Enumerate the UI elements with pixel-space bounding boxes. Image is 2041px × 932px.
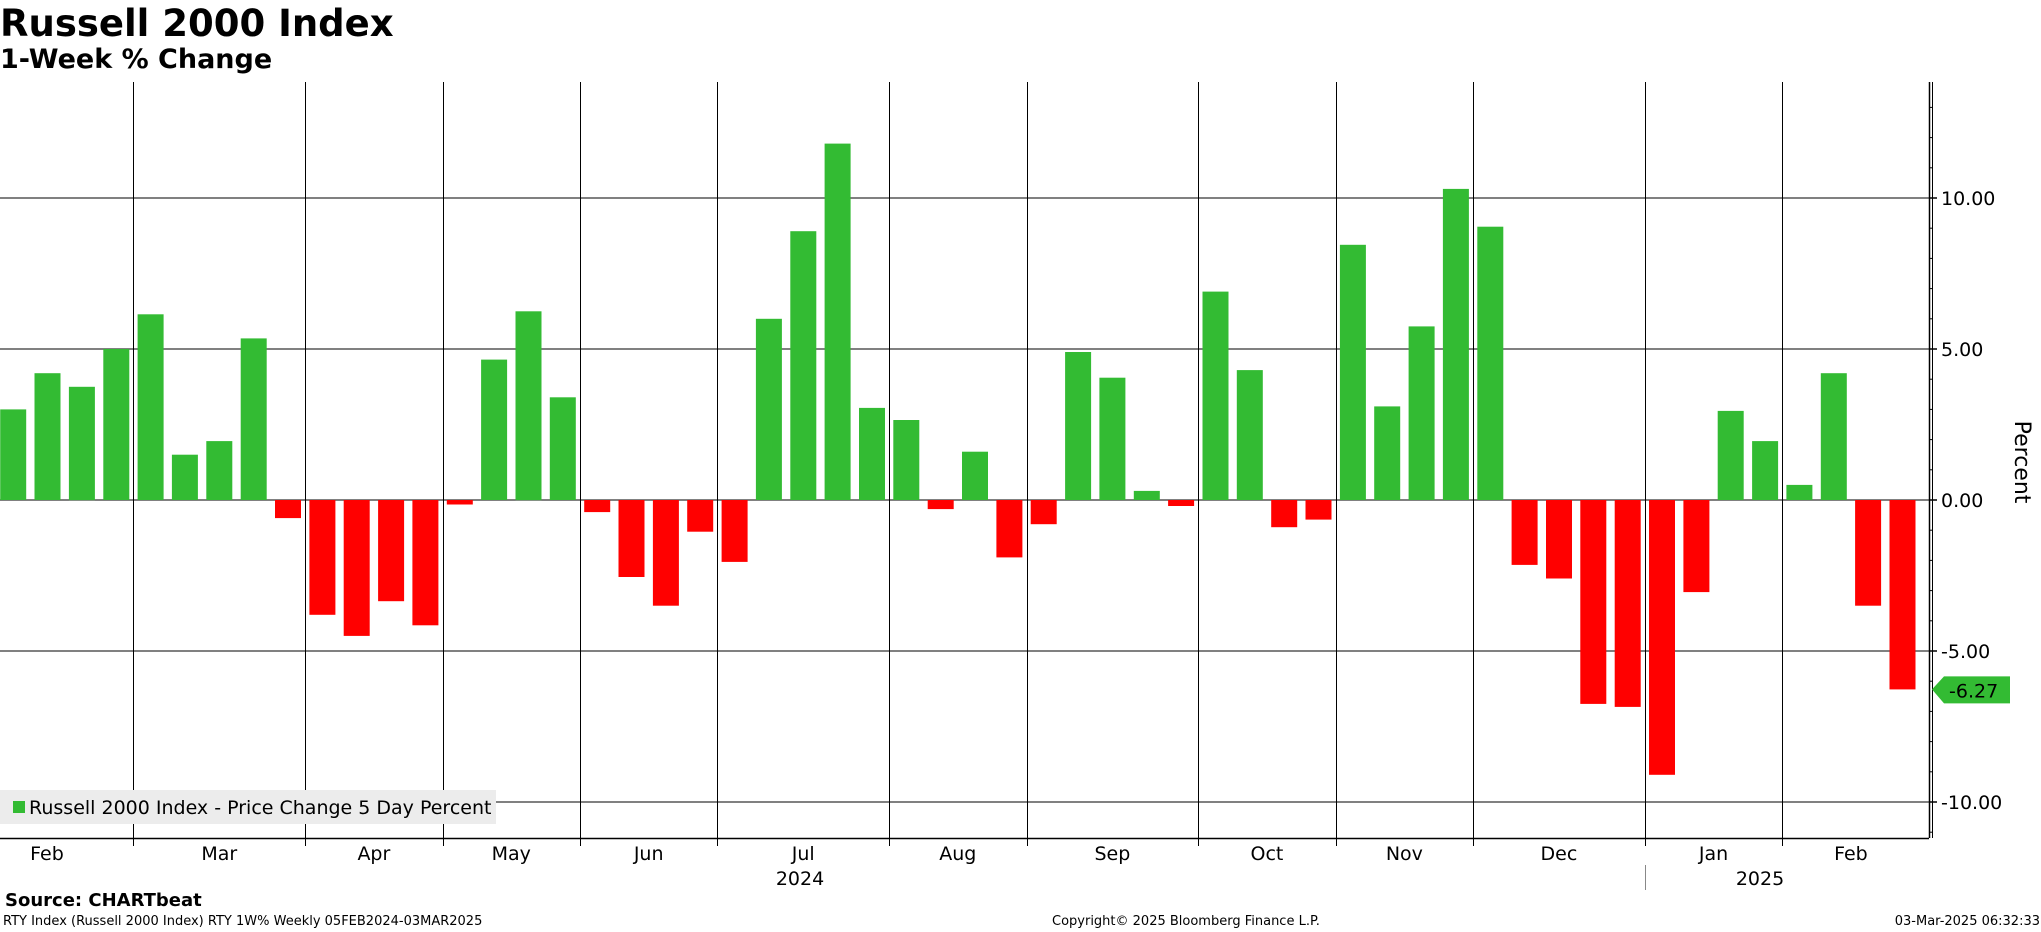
legend-box xyxy=(0,790,496,824)
bar xyxy=(687,500,714,532)
last-value-label: -6.27 xyxy=(1932,676,2010,704)
last-value-text: -6.27 xyxy=(1949,680,1998,702)
bar xyxy=(1408,326,1435,500)
bar xyxy=(68,386,95,501)
bar xyxy=(34,373,61,500)
bar xyxy=(1614,500,1641,707)
bar xyxy=(1786,484,1813,500)
bar xyxy=(1065,352,1092,500)
footer-timestamp: 03-Mar-2025 06:32:33 xyxy=(1894,914,2040,929)
bar xyxy=(309,500,336,615)
bar xyxy=(1236,370,1263,500)
page-title: Russell 2000 Index xyxy=(0,2,394,45)
bar xyxy=(1168,500,1195,506)
bar xyxy=(481,359,508,500)
bar xyxy=(996,500,1023,558)
bar xyxy=(755,318,782,500)
bar xyxy=(378,500,405,602)
bar xyxy=(446,500,473,505)
bar xyxy=(790,231,817,500)
bar xyxy=(618,500,645,577)
bar xyxy=(0,409,27,500)
bar xyxy=(859,407,885,500)
bar xyxy=(1099,377,1126,500)
bar xyxy=(1820,373,1847,500)
bar xyxy=(1271,500,1298,528)
x-tick-label: May xyxy=(492,843,531,865)
chart-subtitle: 1-Week % Change xyxy=(0,44,273,75)
bar xyxy=(1683,500,1710,593)
bar xyxy=(824,143,851,500)
x-tick-label: Oct xyxy=(1251,843,1284,865)
x-tick-label: Aug xyxy=(939,843,976,865)
last-value-marker xyxy=(1932,676,2010,704)
bar xyxy=(275,500,301,519)
legend-label: Russell 2000 Index - Price Change 5 Day … xyxy=(29,797,491,819)
y-tick-label: 10.00 xyxy=(1941,188,1995,210)
bar xyxy=(1477,226,1504,500)
legend-swatch xyxy=(13,801,25,813)
bar xyxy=(962,451,988,500)
bar xyxy=(1889,500,1916,690)
x-tick-label: Feb xyxy=(30,843,64,865)
bar xyxy=(103,349,130,500)
bar xyxy=(927,500,954,510)
x-tick-label: Nov xyxy=(1386,843,1423,865)
bar xyxy=(137,314,164,500)
y-tick-label: -5.00 xyxy=(1941,641,1990,663)
source-note: Source: CHARTbeat xyxy=(5,890,202,911)
footer-copyright: Copyright© 2025 Bloomberg Finance L.P. xyxy=(1052,914,1320,929)
y-tick-label: 0.00 xyxy=(1941,490,1983,512)
bar xyxy=(1546,500,1572,579)
bar xyxy=(1133,490,1160,500)
x-tick-label: Feb xyxy=(1834,843,1868,865)
y-tick-label: -10.00 xyxy=(1941,792,2002,814)
bar xyxy=(652,500,679,606)
axes: 10.00 5.00 0.00 -5.00 -10.00 Feb Mar Apr May Jun J… xyxy=(0,82,2002,890)
bar xyxy=(1752,441,1779,500)
y-tick-label: 5.00 xyxy=(1941,339,1983,361)
bar-series xyxy=(0,143,1916,775)
x-tick-label: Jul xyxy=(791,843,815,865)
bar xyxy=(1030,500,1057,525)
bar xyxy=(1339,244,1366,500)
bar xyxy=(240,338,267,500)
legend: Russell 2000 Index - Price Change 5 Day … xyxy=(0,790,496,824)
bar xyxy=(721,500,748,562)
bar xyxy=(343,500,370,636)
bar xyxy=(1855,500,1882,606)
bar xyxy=(515,311,542,501)
x-tick-label: Mar xyxy=(201,843,237,865)
x-tick-label: Apr xyxy=(357,843,390,865)
x-tick-label: Dec xyxy=(1541,843,1578,865)
bar xyxy=(1511,500,1538,565)
bar xyxy=(1442,188,1469,500)
bar xyxy=(549,397,576,500)
x-tick-label: Jan xyxy=(1698,843,1728,865)
bar xyxy=(412,500,439,626)
footer-series-info: RTY Index (Russell 2000 Index) RTY 1W% W… xyxy=(3,914,483,929)
bar xyxy=(1202,291,1229,500)
year-label: 2024 xyxy=(776,868,824,890)
bar xyxy=(584,500,611,513)
bar xyxy=(1305,500,1332,520)
year-label: 2025 xyxy=(1736,868,1784,890)
x-tick-label: Sep xyxy=(1094,843,1130,865)
bar xyxy=(206,441,233,500)
bar xyxy=(171,454,198,500)
bar xyxy=(1717,410,1744,500)
bar xyxy=(1374,406,1401,500)
x-tick-label: Jun xyxy=(633,843,664,865)
y-axis-label: Percent xyxy=(2009,421,2034,504)
bar xyxy=(1580,500,1607,704)
bar xyxy=(893,420,920,500)
bar xyxy=(1649,500,1675,775)
